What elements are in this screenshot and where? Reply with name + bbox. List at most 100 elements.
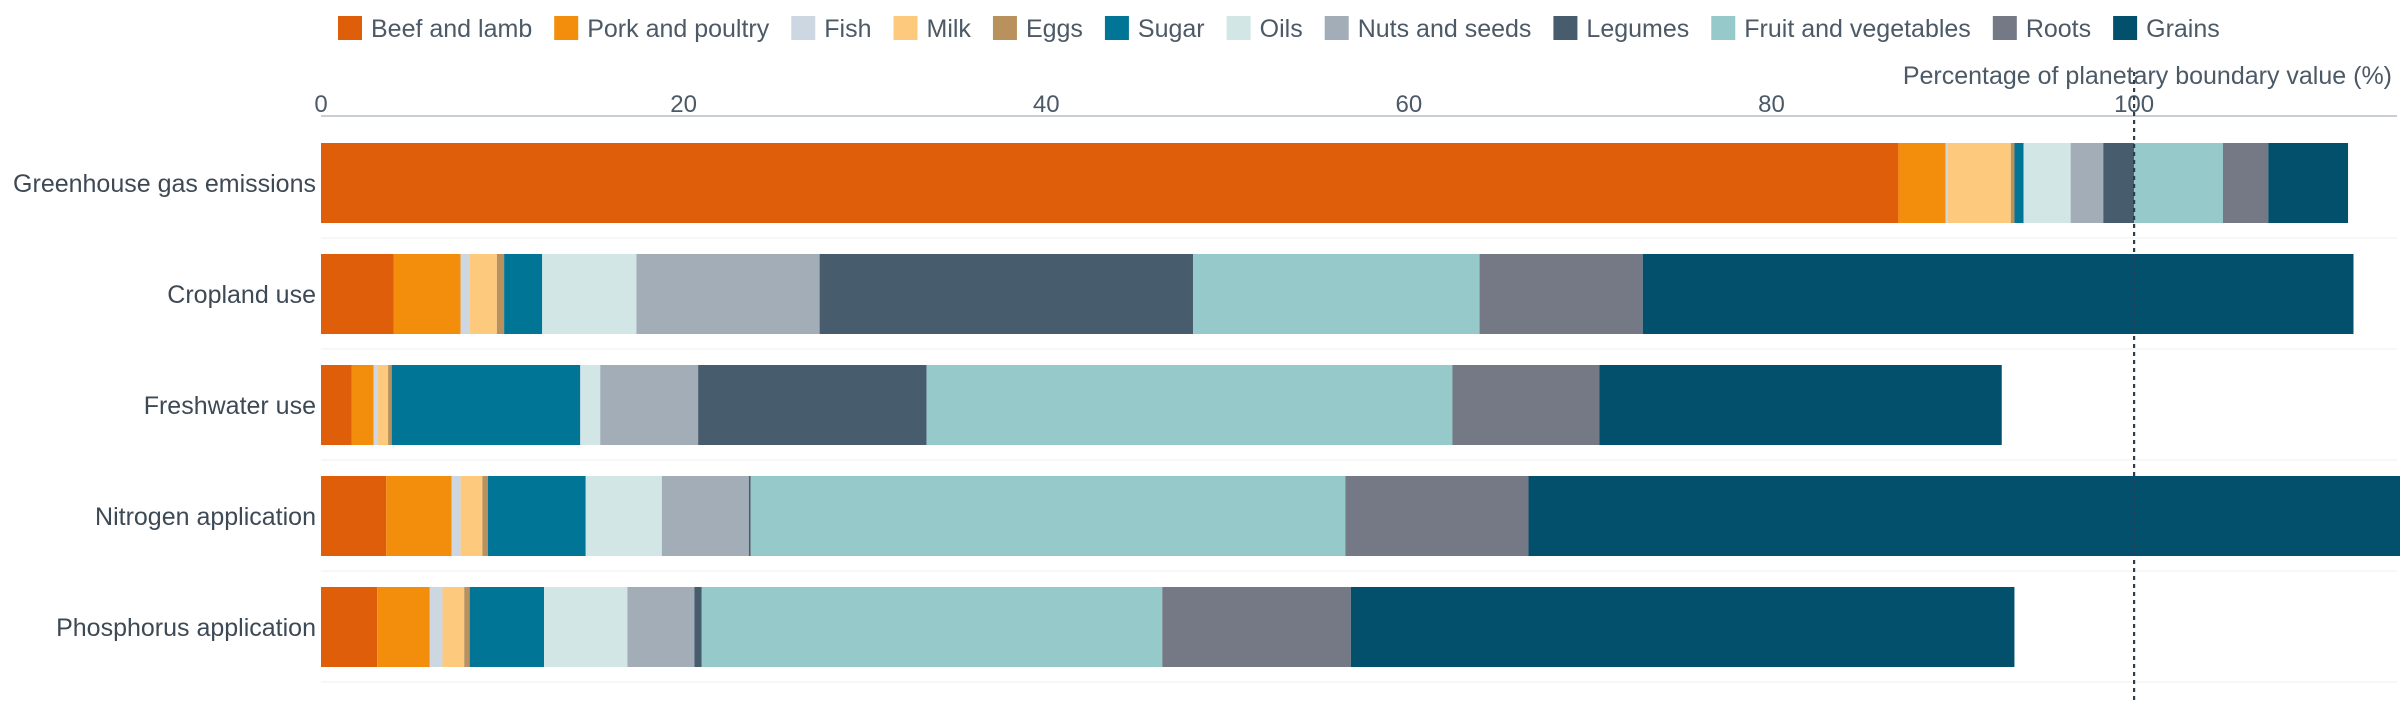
bar-segment-phosphorus-application-oils[interactable] (544, 587, 628, 667)
bar-segment-cropland-use-pork-and-poultry[interactable] (393, 254, 461, 334)
legend-item-milk[interactable]: Milk (893, 15, 972, 43)
legend-item-grains[interactable]: Grains (2113, 15, 2220, 43)
legend-item-oils[interactable]: Oils (1226, 15, 1303, 43)
x-axis: Percentage of planetary boundary value (… (314, 62, 2397, 118)
category-label-greenhouse-gas-emissions: Greenhouse gas emissions (13, 170, 316, 198)
bar-segment-cropland-use-fruit-and-vegetables[interactable] (1193, 254, 1480, 334)
bar-segment-cropland-use-nuts-and-seeds[interactable] (636, 254, 820, 334)
legend: Beef and lamb Pork and poultry Fish Milk Egg… (338, 15, 2220, 43)
x-tick-label: 0 (314, 91, 327, 118)
legend-item-legumes[interactable]: Legumes (1553, 15, 1689, 43)
legend-swatch-legumes (1553, 16, 1578, 40)
legend-item-fruit-and-vegetables[interactable]: Fruit and vegetables (1711, 15, 1971, 43)
bar-segment-nitrogen-application-beef-and-lamb[interactable] (321, 476, 387, 556)
legend-swatch-beef-and-lamb (338, 16, 362, 40)
bar-segment-phosphorus-application-roots[interactable] (1162, 587, 1351, 667)
bar-segment-cropland-use-oils[interactable] (542, 254, 637, 334)
bar-segment-freshwater-use-nuts-and-seeds[interactable] (600, 365, 699, 445)
bar-segment-nitrogen-application-nuts-and-seeds[interactable] (661, 476, 749, 556)
bar-segment-greenhouse-gas-emissions-pork-and-poultry[interactable] (1898, 143, 1946, 223)
bar-segment-cropland-use-beef-and-lamb[interactable] (321, 254, 394, 334)
bar-segment-cropland-use-grains[interactable] (1642, 254, 2354, 334)
bar-segment-phosphorus-application-beef-and-lamb[interactable] (321, 587, 378, 667)
bar-segment-freshwater-use-oils[interactable] (580, 365, 601, 445)
legend-label-pork-and-poultry: Pork and poultry (587, 15, 770, 43)
x-tick-label: 60 (1396, 91, 1423, 118)
legend-item-nuts-and-seeds[interactable]: Nuts and seeds (1324, 15, 1532, 43)
bar-segment-nitrogen-application-fish[interactable] (451, 476, 461, 556)
bar-segment-nitrogen-application-sugar[interactable] (487, 476, 586, 556)
category-label-nitrogen-application: Nitrogen application (95, 503, 316, 531)
bar-segment-cropland-use-roots[interactable] (1479, 254, 1643, 334)
bar-row-greenhouse-gas-emissions (321, 143, 2349, 223)
legend-item-fish[interactable]: Fish (791, 15, 872, 43)
bar-segment-cropland-use-eggs[interactable] (496, 254, 505, 334)
bar-segment-phosphorus-application-pork-and-poultry[interactable] (377, 587, 430, 667)
bar-segment-greenhouse-gas-emissions-beef-and-lamb[interactable] (321, 143, 1899, 223)
bar-segment-nitrogen-application-eggs[interactable] (482, 476, 488, 556)
bar-segment-greenhouse-gas-emissions-nuts-and-seeds[interactable] (2070, 143, 2104, 223)
bar-segment-phosphorus-application-fish[interactable] (429, 587, 443, 667)
bar-segment-freshwater-use-roots[interactable] (1452, 365, 1600, 445)
bar-segment-cropland-use-sugar[interactable] (504, 254, 543, 334)
bar-segment-phosphorus-application-fruit-and-vegetables[interactable] (701, 587, 1163, 667)
bar-segment-freshwater-use-pork-and-poultry[interactable] (351, 365, 374, 445)
bar-segment-nitrogen-application-grains[interactable] (1528, 476, 2400, 556)
bar-segment-greenhouse-gas-emissions-fruit-and-vegetables[interactable] (2134, 143, 2223, 223)
bar-segment-nitrogen-application-legumes[interactable] (748, 476, 751, 556)
bar-segment-greenhouse-gas-emissions-fish[interactable] (1945, 143, 1948, 223)
legend-label-eggs: Eggs (1026, 15, 1083, 43)
bar-segment-phosphorus-application-sugar[interactable] (469, 587, 545, 667)
x-tick-label: 40 (1033, 91, 1060, 118)
legend-label-beef-and-lamb: Beef and lamb (371, 15, 532, 43)
bar-segment-greenhouse-gas-emissions-legumes[interactable] (2103, 143, 2135, 223)
bar-segment-freshwater-use-beef-and-lamb[interactable] (321, 365, 352, 445)
bar-segment-phosphorus-application-nuts-and-seeds[interactable] (627, 587, 695, 667)
bar-segment-greenhouse-gas-emissions-milk[interactable] (1947, 143, 2011, 223)
legend-item-pork-and-poultry[interactable]: Pork and poultry (554, 15, 770, 43)
category-label-cropland-use: Cropland use (167, 281, 316, 309)
legend-label-nuts-and-seeds: Nuts and seeds (1358, 15, 1532, 43)
bar-segment-greenhouse-gas-emissions-oils[interactable] (2023, 143, 2071, 223)
bar-segment-phosphorus-application-eggs[interactable] (464, 587, 470, 667)
bar-segment-nitrogen-application-oils[interactable] (585, 476, 662, 556)
legend-label-oils: Oils (1260, 15, 1303, 43)
bar-segment-freshwater-use-milk[interactable] (377, 365, 389, 445)
bar-segment-greenhouse-gas-emissions-grains[interactable] (2268, 143, 2349, 223)
legend-label-fish: Fish (824, 15, 871, 43)
legend-swatch-milk (893, 16, 918, 40)
bar-segment-greenhouse-gas-emissions-sugar[interactable] (2014, 143, 2024, 223)
legend-item-eggs[interactable]: Eggs (992, 15, 1083, 43)
bar-segment-greenhouse-gas-emissions-roots[interactable] (2222, 143, 2269, 223)
legend-item-beef-and-lamb[interactable]: Beef and lamb (338, 15, 532, 43)
bar-segment-freshwater-use-sugar[interactable] (391, 365, 581, 445)
legend-swatch-fruit-and-vegetables (1711, 16, 1736, 40)
bar-segment-nitrogen-application-fruit-and-vegetables[interactable] (750, 476, 1346, 556)
bar-segment-cropland-use-milk[interactable] (469, 254, 497, 334)
bar-row-nitrogen-application (321, 476, 2400, 556)
legend-swatch-eggs (992, 16, 1017, 40)
bar-segment-freshwater-use-fruit-and-vegetables[interactable] (926, 365, 1453, 445)
bar-segment-freshwater-use-grains[interactable] (1599, 365, 2002, 445)
bar-segment-nitrogen-application-pork-and-poultry[interactable] (386, 476, 452, 556)
bar-segment-nitrogen-application-roots[interactable] (1345, 476, 1529, 556)
legend-swatch-fish (791, 16, 816, 40)
x-tick-label: 80 (1758, 91, 1785, 118)
legend-swatch-sugar (1104, 16, 1129, 40)
bar-segment-freshwater-use-legumes[interactable] (698, 365, 927, 445)
bar-segment-freshwater-use-fish[interactable] (373, 365, 378, 445)
legend-label-fruit-and-vegetables: Fruit and vegetables (1744, 15, 1971, 43)
bar-segment-phosphorus-application-grains[interactable] (1350, 587, 2015, 667)
bar-segment-nitrogen-application-milk[interactable] (460, 476, 483, 556)
legend-item-sugar[interactable]: Sugar (1104, 15, 1205, 43)
bar-segment-cropland-use-fish[interactable] (460, 254, 470, 334)
legend-item-roots[interactable]: Roots (1992, 15, 2091, 43)
bar-segment-phosphorus-application-legumes[interactable] (694, 587, 702, 667)
bar-segment-greenhouse-gas-emissions-eggs[interactable] (2010, 143, 2015, 223)
category-label-phosphorus-application: Phosphorus application (56, 614, 316, 642)
bar-segment-freshwater-use-eggs[interactable] (388, 365, 392, 445)
bar-segment-phosphorus-application-milk[interactable] (442, 587, 465, 667)
bar-segment-cropland-use-legumes[interactable] (819, 254, 1194, 334)
